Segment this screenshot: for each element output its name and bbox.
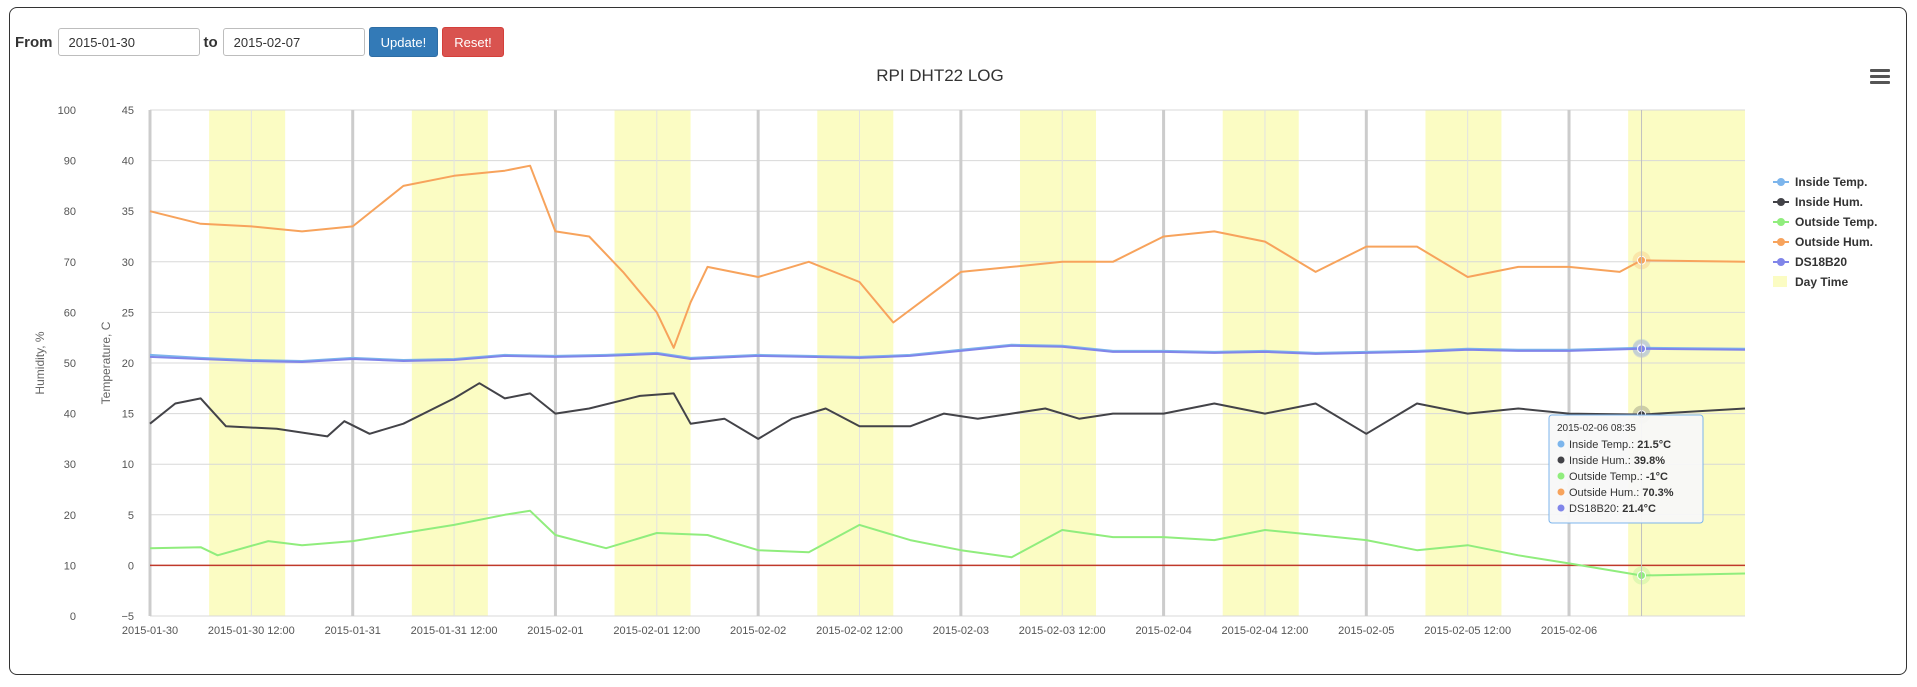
x-tick-label: 2015-02-03 bbox=[933, 625, 989, 637]
axes: 0 10 20 30 40 50 60 70 80 90 100 −5 0 5 10 15 20 25 30 35 40… bbox=[33, 105, 1597, 637]
x-tick-label: 2015-02-01 12:00 bbox=[613, 625, 700, 637]
legend-item-inside-temp[interactable]: Inside Temp. bbox=[1773, 175, 1867, 189]
temperature-tick-label: 25 bbox=[122, 307, 134, 319]
x-tick-label: 2015-02-06 bbox=[1541, 625, 1597, 637]
legend[interactable]: Inside Temp. Inside Hum. Outside Temp. Outs… bbox=[1773, 175, 1877, 289]
humidity-tick-label: 40 bbox=[64, 409, 76, 421]
tooltip-row: Inside Hum.: 39.8% bbox=[1569, 455, 1665, 467]
reset-button[interactable]: Reset! bbox=[442, 27, 504, 57]
hamburger-menu-icon[interactable] bbox=[1870, 69, 1890, 87]
legend-label: Inside Temp. bbox=[1795, 175, 1867, 189]
x-tick-label: 2015-02-05 12:00 bbox=[1424, 625, 1511, 637]
legend-marker-icon bbox=[1777, 238, 1785, 246]
tooltip-row: Inside Temp.: 21.5°C bbox=[1569, 439, 1671, 451]
temperature-tick-label: 5 bbox=[128, 510, 134, 522]
temperature-tick-label: 20 bbox=[122, 358, 134, 370]
legend-marker-icon bbox=[1777, 198, 1785, 206]
chart-title: RPI DHT22 LOG bbox=[876, 66, 1004, 85]
update-button[interactable]: Update! bbox=[368, 27, 439, 57]
humidity-tick-label: 10 bbox=[64, 560, 76, 572]
humidity-tick-label: 50 bbox=[64, 358, 76, 370]
humidity-tick-label: 0 bbox=[70, 611, 76, 623]
humidity-tick-label: 60 bbox=[64, 307, 76, 319]
to-label: to bbox=[203, 33, 218, 51]
temperature-tick-label: 15 bbox=[122, 409, 134, 421]
ds18b20-line bbox=[149, 344, 1746, 363]
outside-hum-line bbox=[149, 164, 1746, 349]
to-date-input[interactable] bbox=[222, 28, 365, 56]
from-date-input[interactable] bbox=[57, 28, 200, 56]
from-label: From bbox=[15, 33, 53, 51]
x-tick-label: 2015-01-31 12:00 bbox=[411, 625, 498, 637]
x-tick-label: 2015-02-04 bbox=[1135, 625, 1191, 637]
tooltip-bullet-icon bbox=[1557, 440, 1565, 448]
legend-marker-icon bbox=[1777, 178, 1785, 186]
legend-item-inside-hum[interactable]: Inside Hum. bbox=[1773, 195, 1863, 209]
x-tick-label: 2015-02-03 12:00 bbox=[1019, 625, 1106, 637]
series-lines bbox=[149, 110, 1746, 616]
legend-marker-icon bbox=[1777, 258, 1785, 266]
x-tick-label: 2015-01-30 bbox=[122, 625, 178, 637]
humidity-tick-label: 80 bbox=[64, 206, 76, 218]
temperature-tick-label: 45 bbox=[122, 105, 134, 117]
x-tick-label: 2015-02-02 12:00 bbox=[816, 625, 903, 637]
legend-item-outside-temp[interactable]: Outside Temp. bbox=[1773, 215, 1877, 229]
tooltip-box bbox=[1548, 414, 1704, 524]
x-tick-label: 2015-02-04 12:00 bbox=[1222, 625, 1309, 637]
legend-label: DS18B20 bbox=[1795, 255, 1847, 269]
day-time-swatch-icon bbox=[1773, 276, 1787, 287]
grid-lines bbox=[148, 109, 1745, 617]
legend-label: Outside Hum. bbox=[1795, 235, 1873, 249]
tooltip-bullet-icon bbox=[1557, 456, 1565, 464]
temperature-axis-title: Temperature, C bbox=[99, 321, 113, 404]
tooltip-title: 2015-02-06 08:35 bbox=[1557, 423, 1636, 434]
temperature-tick-label: −5 bbox=[121, 611, 134, 623]
x-tick-label: 2015-02-01 bbox=[527, 625, 583, 637]
humidity-tick-label: 30 bbox=[64, 459, 76, 471]
temperature-tick-label: 30 bbox=[122, 257, 134, 269]
temperature-tick-label: 10 bbox=[122, 459, 134, 471]
tooltip-row: DS18B20: 21.4°C bbox=[1569, 503, 1656, 515]
tooltip-bullet-icon bbox=[1557, 488, 1565, 496]
humidity-axis-title: Humidity, % bbox=[33, 331, 47, 394]
outside-temp-line bbox=[149, 509, 1746, 577]
legend-label: Day Time bbox=[1795, 275, 1848, 289]
x-tick-label: 2015-02-05 bbox=[1338, 625, 1394, 637]
legend-item-outside-hum[interactable]: Outside Hum. bbox=[1773, 235, 1873, 249]
legend-label: Outside Temp. bbox=[1795, 215, 1877, 229]
legend-item-day-time[interactable]: Day Time bbox=[1773, 275, 1848, 289]
legend-marker-icon bbox=[1777, 218, 1785, 226]
tooltip-bullet-icon bbox=[1557, 504, 1565, 512]
chart-container bbox=[9, 7, 1907, 675]
tooltip: 2015-02-06 08:35 Inside Temp.: 21.5°C Insi… bbox=[1548, 414, 1704, 524]
date-range-toolbar: From to Update! Reset! bbox=[15, 27, 504, 57]
x-tick-label: 2015-01-31 bbox=[325, 625, 381, 637]
tooltip-bullet-icon bbox=[1557, 472, 1565, 480]
humidity-tick-label: 100 bbox=[58, 105, 76, 117]
temperature-tick-label: 0 bbox=[128, 560, 134, 572]
x-tick-label: 2015-02-02 bbox=[730, 625, 786, 637]
legend-label: Inside Hum. bbox=[1795, 195, 1863, 209]
humidity-tick-label: 90 bbox=[64, 156, 76, 168]
tooltip-row: Outside Temp.: -1°C bbox=[1569, 471, 1668, 483]
temperature-tick-label: 35 bbox=[122, 206, 134, 218]
humidity-tick-label: 20 bbox=[64, 510, 76, 522]
legend-item-ds18b20[interactable]: DS18B20 bbox=[1773, 255, 1847, 269]
inside-hum-line bbox=[149, 382, 1746, 440]
humidity-tick-label: 70 bbox=[64, 257, 76, 269]
x-tick-label: 2015-01-30 12:00 bbox=[208, 625, 295, 637]
tooltip-row: Outside Hum.: 70.3% bbox=[1569, 487, 1674, 499]
temperature-tick-label: 40 bbox=[122, 156, 134, 168]
